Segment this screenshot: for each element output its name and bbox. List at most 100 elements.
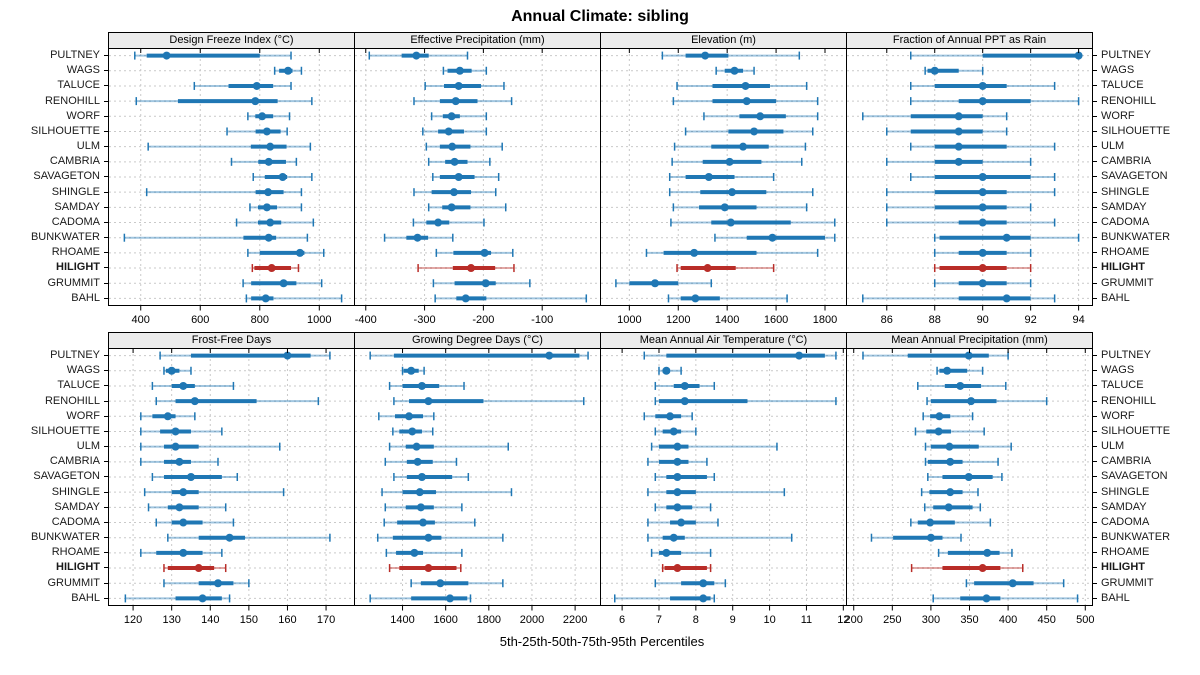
station-label: HILIGHT xyxy=(0,560,108,575)
axis-tick-mark xyxy=(104,55,108,57)
station-series-wags xyxy=(658,366,682,375)
station-series-hilight xyxy=(251,264,300,273)
axis-tick-mark xyxy=(1093,415,1097,417)
axis-tick-mark xyxy=(104,146,108,148)
axis-tick-label: 1400 xyxy=(390,614,414,626)
panel-title: Elevation (m) xyxy=(691,34,756,46)
station-labels-left: PULTNEY WAGS TALUCE RENOHILL WORF SILHOUETTE U… xyxy=(0,32,108,306)
station-label-text: BAHL xyxy=(71,291,100,304)
station-label-text: GRUMMIT xyxy=(1101,576,1154,589)
axis-tick-mark xyxy=(104,70,108,72)
station-label-text: RHOAME xyxy=(51,546,100,559)
station-label-text: ULM xyxy=(76,140,100,153)
station-series-bunkwater xyxy=(123,233,309,242)
axis-tick-mark xyxy=(104,370,108,372)
station-label: SAMDAY xyxy=(0,200,108,215)
axis-tick-mark xyxy=(1093,237,1097,239)
station-series-bunkwater xyxy=(167,533,331,542)
station-label-text: HILIGHT xyxy=(1101,261,1145,274)
axis-tick-mark xyxy=(1093,206,1097,208)
axis-tick-mark xyxy=(1093,176,1097,178)
axis-tick-label: 170 xyxy=(317,614,335,626)
station-label-text: WAGS xyxy=(1101,64,1135,77)
station-series-wags xyxy=(163,366,192,375)
station-series-savageton xyxy=(432,173,500,181)
station-label-text: HILIGHT xyxy=(56,561,100,574)
panel-growing-degree-days-c: Growing Degree Days (°C) 1400 1600 1800 2000… xyxy=(354,332,601,632)
station-series-taluce xyxy=(909,81,1056,90)
axis-tick-mark xyxy=(1093,55,1097,57)
axis-tick-label: 2000 xyxy=(520,614,544,626)
panel-strip: Effective Precipitation (mm) xyxy=(354,32,601,48)
axis-tick-label: -200 xyxy=(472,314,494,326)
station-series-pultney xyxy=(368,51,469,60)
station-labels-right: PULTNEY WAGS TALUCE RENOHILL WORF SILHOUETTE U… xyxy=(1093,32,1197,306)
axis-tick-label: 8 xyxy=(693,614,699,626)
station-label: BUNKWATER xyxy=(0,530,108,545)
station-series-ulm xyxy=(673,142,807,151)
axis-tick-mark xyxy=(104,537,108,539)
station-series-wags xyxy=(442,66,488,75)
axis-tick-label: 1000 xyxy=(617,314,641,326)
axis-tick-mark xyxy=(1093,461,1097,463)
station-label-text: BAHL xyxy=(1101,291,1130,304)
station-series-renohill xyxy=(909,97,1080,106)
station-series-pultney xyxy=(134,51,292,60)
station-label: WORF xyxy=(0,109,108,124)
station-label-text: SILHOUETTE xyxy=(1101,424,1171,437)
axis-tick-label: 1400 xyxy=(715,314,739,326)
station-label: CADOMA xyxy=(0,515,108,530)
axis-tick-mark xyxy=(1093,537,1097,539)
station-label-text: SAVAGETON xyxy=(1101,470,1168,483)
panel-title: Fraction of Annual PPT as Rain xyxy=(892,34,1047,46)
station-series-grummit xyxy=(965,579,1065,588)
station-label: TALUCE xyxy=(0,78,108,93)
axis-tick-mark xyxy=(104,355,108,357)
panel-row-bottom: PULTNEY WAGS TALUCE RENOHILL WORF SILHOUETTE U… xyxy=(0,332,1200,632)
panel-fraction-of-annual-ppt-as-rain: Fraction of Annual PPT as Rain 86 88 90 92 94 xyxy=(846,32,1093,332)
axis-tick-mark xyxy=(1093,85,1097,87)
panel-title: Effective Precipitation (mm) xyxy=(410,34,545,46)
panel-mean-annual-precipitation-mm: Mean Annual Precipitation (mm) 200 250 300 3… xyxy=(845,332,1094,632)
station-label-text: BAHL xyxy=(1101,591,1130,604)
station-label: TALUCE xyxy=(0,378,108,393)
station-label-text: SILHOUETTE xyxy=(1101,124,1171,137)
station-label-text: SHINGLE xyxy=(51,485,100,498)
station-label: SHINGLE xyxy=(1093,485,1197,500)
station-series-samday xyxy=(654,503,712,512)
station-series-renohill xyxy=(926,397,1048,406)
station-series-ulm xyxy=(425,142,503,151)
station-series-shingle xyxy=(668,188,814,197)
station-label: SHINGLE xyxy=(1093,185,1197,200)
axis-tick-label: -400 xyxy=(355,314,377,326)
station-label-text: HILIGHT xyxy=(56,261,100,274)
station-label: SHINGLE xyxy=(0,485,108,500)
station-series-ulm xyxy=(147,142,312,151)
chart-title: Annual Climate: sibling xyxy=(511,8,689,25)
axis-tick-mark xyxy=(104,385,108,387)
station-label-text: TALUCE xyxy=(1101,79,1144,92)
station-series-cadoma xyxy=(383,518,476,527)
station-series-samday xyxy=(427,203,507,212)
station-series-grummit xyxy=(242,279,323,288)
axis-tick-mark xyxy=(104,415,108,417)
station-series-renohill xyxy=(654,397,837,406)
station-label-text: SILHOUETTE xyxy=(30,424,100,437)
station-series-cambria xyxy=(230,157,298,166)
station-label: HILIGHT xyxy=(1093,560,1197,575)
axis-tick-label: 9 xyxy=(730,614,736,626)
station-label-text: SAMDAY xyxy=(1101,500,1147,513)
station-series-samday xyxy=(249,203,303,212)
axis-tick-mark xyxy=(1093,146,1097,148)
station-series-wags xyxy=(715,66,755,75)
axis-tick-mark xyxy=(1093,70,1097,72)
station-series-savageton xyxy=(252,173,313,181)
axis-tick-mark xyxy=(1093,385,1097,387)
station-label-text: RHOAME xyxy=(51,246,100,259)
station-series-savageton xyxy=(393,473,470,481)
station-series-ulm xyxy=(388,442,509,451)
station-label-text: TALUCE xyxy=(57,79,100,92)
station-series-pultney xyxy=(862,351,1009,360)
axis-tick-mark xyxy=(1093,506,1097,508)
panel-plot: 400 600 800 1000 xyxy=(108,48,355,326)
